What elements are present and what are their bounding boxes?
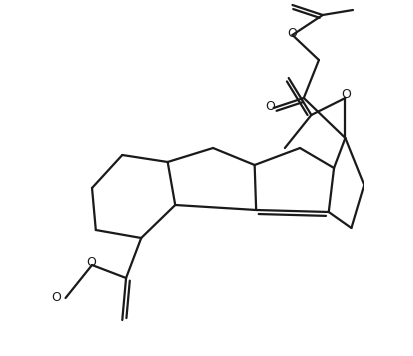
Text: O: O <box>340 88 350 101</box>
Text: O: O <box>286 27 296 40</box>
Text: O: O <box>51 291 61 304</box>
Text: O: O <box>265 100 275 113</box>
Text: O: O <box>86 256 96 269</box>
